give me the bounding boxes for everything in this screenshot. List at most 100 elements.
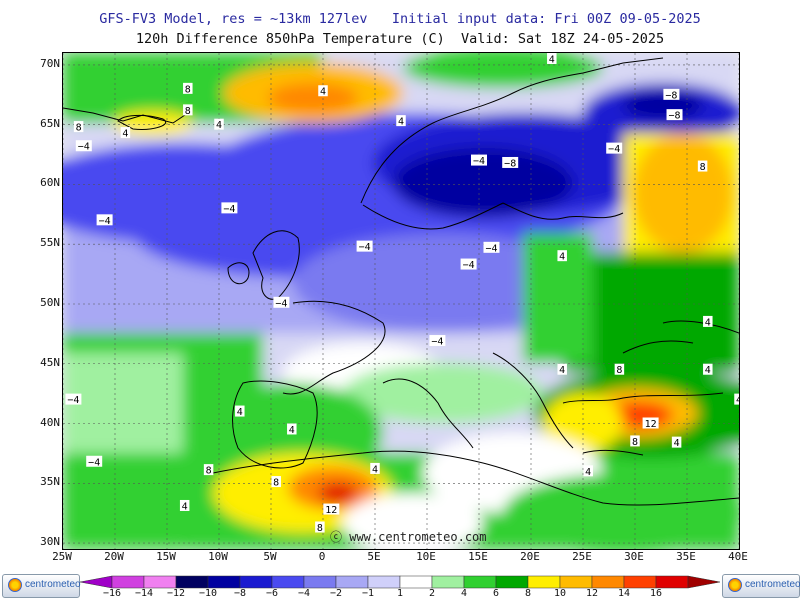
- colorbar-swatch: [143, 575, 177, 589]
- colorbar-tick-label: 10: [553, 588, 567, 599]
- contour-label: 12: [642, 417, 659, 430]
- contour-label: 4: [287, 423, 297, 436]
- lon-tick-label: 25E: [572, 550, 592, 563]
- lon-tick-label: 40E: [728, 550, 748, 563]
- contour-label: 4: [703, 363, 713, 376]
- contour-label-text: 4: [559, 252, 565, 263]
- contour-label-text: 8: [632, 437, 638, 448]
- colorbar-tick-label: 8: [524, 588, 532, 599]
- contour-label-text: 4: [320, 87, 326, 98]
- contour-label-text: 8: [616, 365, 622, 376]
- lon-tick-label: 0: [318, 550, 326, 563]
- colorbar-tick-label: −2: [329, 588, 343, 599]
- contour-label-text: 4: [585, 467, 591, 478]
- contour-label: −4: [606, 142, 623, 155]
- lat-tick-label: 30N: [40, 535, 60, 549]
- colorbar-tick-label: −14: [134, 588, 154, 599]
- colorbar-tick-label: 2: [428, 588, 436, 599]
- contour-label: 4: [120, 127, 131, 140]
- contour-label-text: −4: [473, 156, 485, 167]
- logo-text-left: centrometeo: [25, 579, 81, 590]
- contour-label: 8: [73, 121, 84, 134]
- contour-label-text: 4: [289, 425, 295, 436]
- contour-labels: 8 4 8 8 4 4 −4 4 4 −8 −8 −4 −8 −4 8 −4 −4 −4 −4 −4 4 −4 −4 4 4 8 4…: [65, 53, 739, 534]
- contour-label: −8: [502, 156, 519, 169]
- contour-label: 4: [734, 393, 739, 406]
- contour-label-text: −8: [665, 90, 677, 101]
- colorbar-tick-label: −10: [198, 588, 218, 599]
- valid-time-title: 120h Difference 850hPa Temperature (C) V…: [135, 31, 665, 47]
- colorbar-swatch: [623, 575, 657, 589]
- colorbar-swatch: [335, 575, 369, 589]
- contour-label-text: −4: [223, 204, 235, 215]
- contour-label-text: 8: [185, 84, 191, 95]
- contour-label: 8: [315, 521, 325, 534]
- colorbar-swatch: [207, 575, 241, 589]
- contour-label-text: 4: [398, 117, 404, 128]
- contour-label-text: −8: [668, 111, 680, 122]
- contour-label-text: 8: [700, 162, 706, 173]
- contour-label: −4: [273, 296, 290, 309]
- colorbar: [80, 575, 720, 589]
- colorbar-swatch: [655, 575, 689, 589]
- lat-tick-label: 35N: [40, 475, 60, 489]
- contour-label: 8: [697, 160, 708, 173]
- colorbar-swatch: [303, 575, 337, 589]
- colorbar-swatch: [431, 575, 465, 589]
- contour-label: −8: [663, 88, 680, 101]
- lon-tick-label: 10E: [416, 550, 436, 563]
- contour-label: −4: [460, 258, 477, 271]
- contour-label: −4: [356, 240, 373, 253]
- colorbar-swatch: [399, 575, 433, 589]
- contour-label-text: −4: [431, 337, 443, 348]
- contour-label: 4: [557, 250, 567, 263]
- contour-label: 4: [671, 436, 682, 449]
- colorbar-tick-label: −1: [361, 588, 375, 599]
- contour-label-text: 4: [216, 120, 222, 131]
- contour-label-text: 8: [185, 106, 191, 117]
- colorbar-swatch: [687, 575, 720, 589]
- contour-label: 8: [271, 476, 281, 489]
- contour-label-text: −4: [463, 260, 475, 271]
- colorbar-tick-label: 12: [585, 588, 599, 599]
- colorbar-swatch: [591, 575, 625, 589]
- colorbar-tick-label: 4: [460, 588, 468, 599]
- contour-label: 8: [614, 363, 625, 376]
- lat-tick-label: 45N: [40, 355, 60, 369]
- contour-label-text: 12: [645, 419, 657, 430]
- contour-label-text: 4: [559, 365, 565, 376]
- model-title: GFS-FV3 Model, res = ~13km 127lev Initia…: [99, 11, 701, 27]
- contour-label-text: −4: [275, 298, 287, 309]
- contour-label: 4: [557, 363, 567, 376]
- temperature-difference-map: 8 4 8 8 4 4 −4 4 4 −8 −8 −4 −8 −4 8 −4 −4 −4 −4 −4 4 −4 −4 4 4 8 4…: [63, 53, 739, 549]
- lon-tick-label: 10W: [208, 550, 228, 563]
- contour-label: 4: [214, 118, 224, 131]
- contour-label-text: 4: [122, 129, 128, 140]
- lon-tick-label: 20W: [104, 550, 124, 563]
- contour-label-text: 4: [705, 365, 711, 376]
- contour-label-text: −8: [504, 158, 516, 169]
- colorbar-tick-label: 16: [649, 588, 663, 599]
- colorbar-swatch: [367, 575, 401, 589]
- contour-label: −4: [471, 154, 487, 167]
- contour-label-text: 4: [549, 54, 555, 65]
- colorbar-tick-label: −12: [166, 588, 186, 599]
- contour-label: 8: [630, 435, 640, 448]
- contour-label-text: 4: [705, 317, 711, 328]
- contour-label: 4: [583, 465, 593, 478]
- contour-label-text: 4: [237, 407, 243, 418]
- contour-label-text: 8: [206, 466, 212, 477]
- contour-label: −8: [666, 109, 683, 122]
- contour-label-text: 4: [372, 464, 378, 475]
- lat-tick-label: 50N: [40, 295, 60, 309]
- contour-label-text: −4: [608, 144, 620, 155]
- colorbar-swatch: [271, 575, 305, 589]
- contour-label: −4: [65, 393, 82, 406]
- contour-label: −4: [483, 241, 500, 254]
- colorbar-tick-label: 6: [492, 588, 500, 599]
- colorbar-tick-label: −6: [265, 588, 279, 599]
- centrometeo-logo-left: centrometeo: [2, 574, 81, 598]
- contour-label: 4: [318, 85, 328, 98]
- colorbar-swatch: [527, 575, 561, 589]
- contour-label: 8: [183, 82, 193, 95]
